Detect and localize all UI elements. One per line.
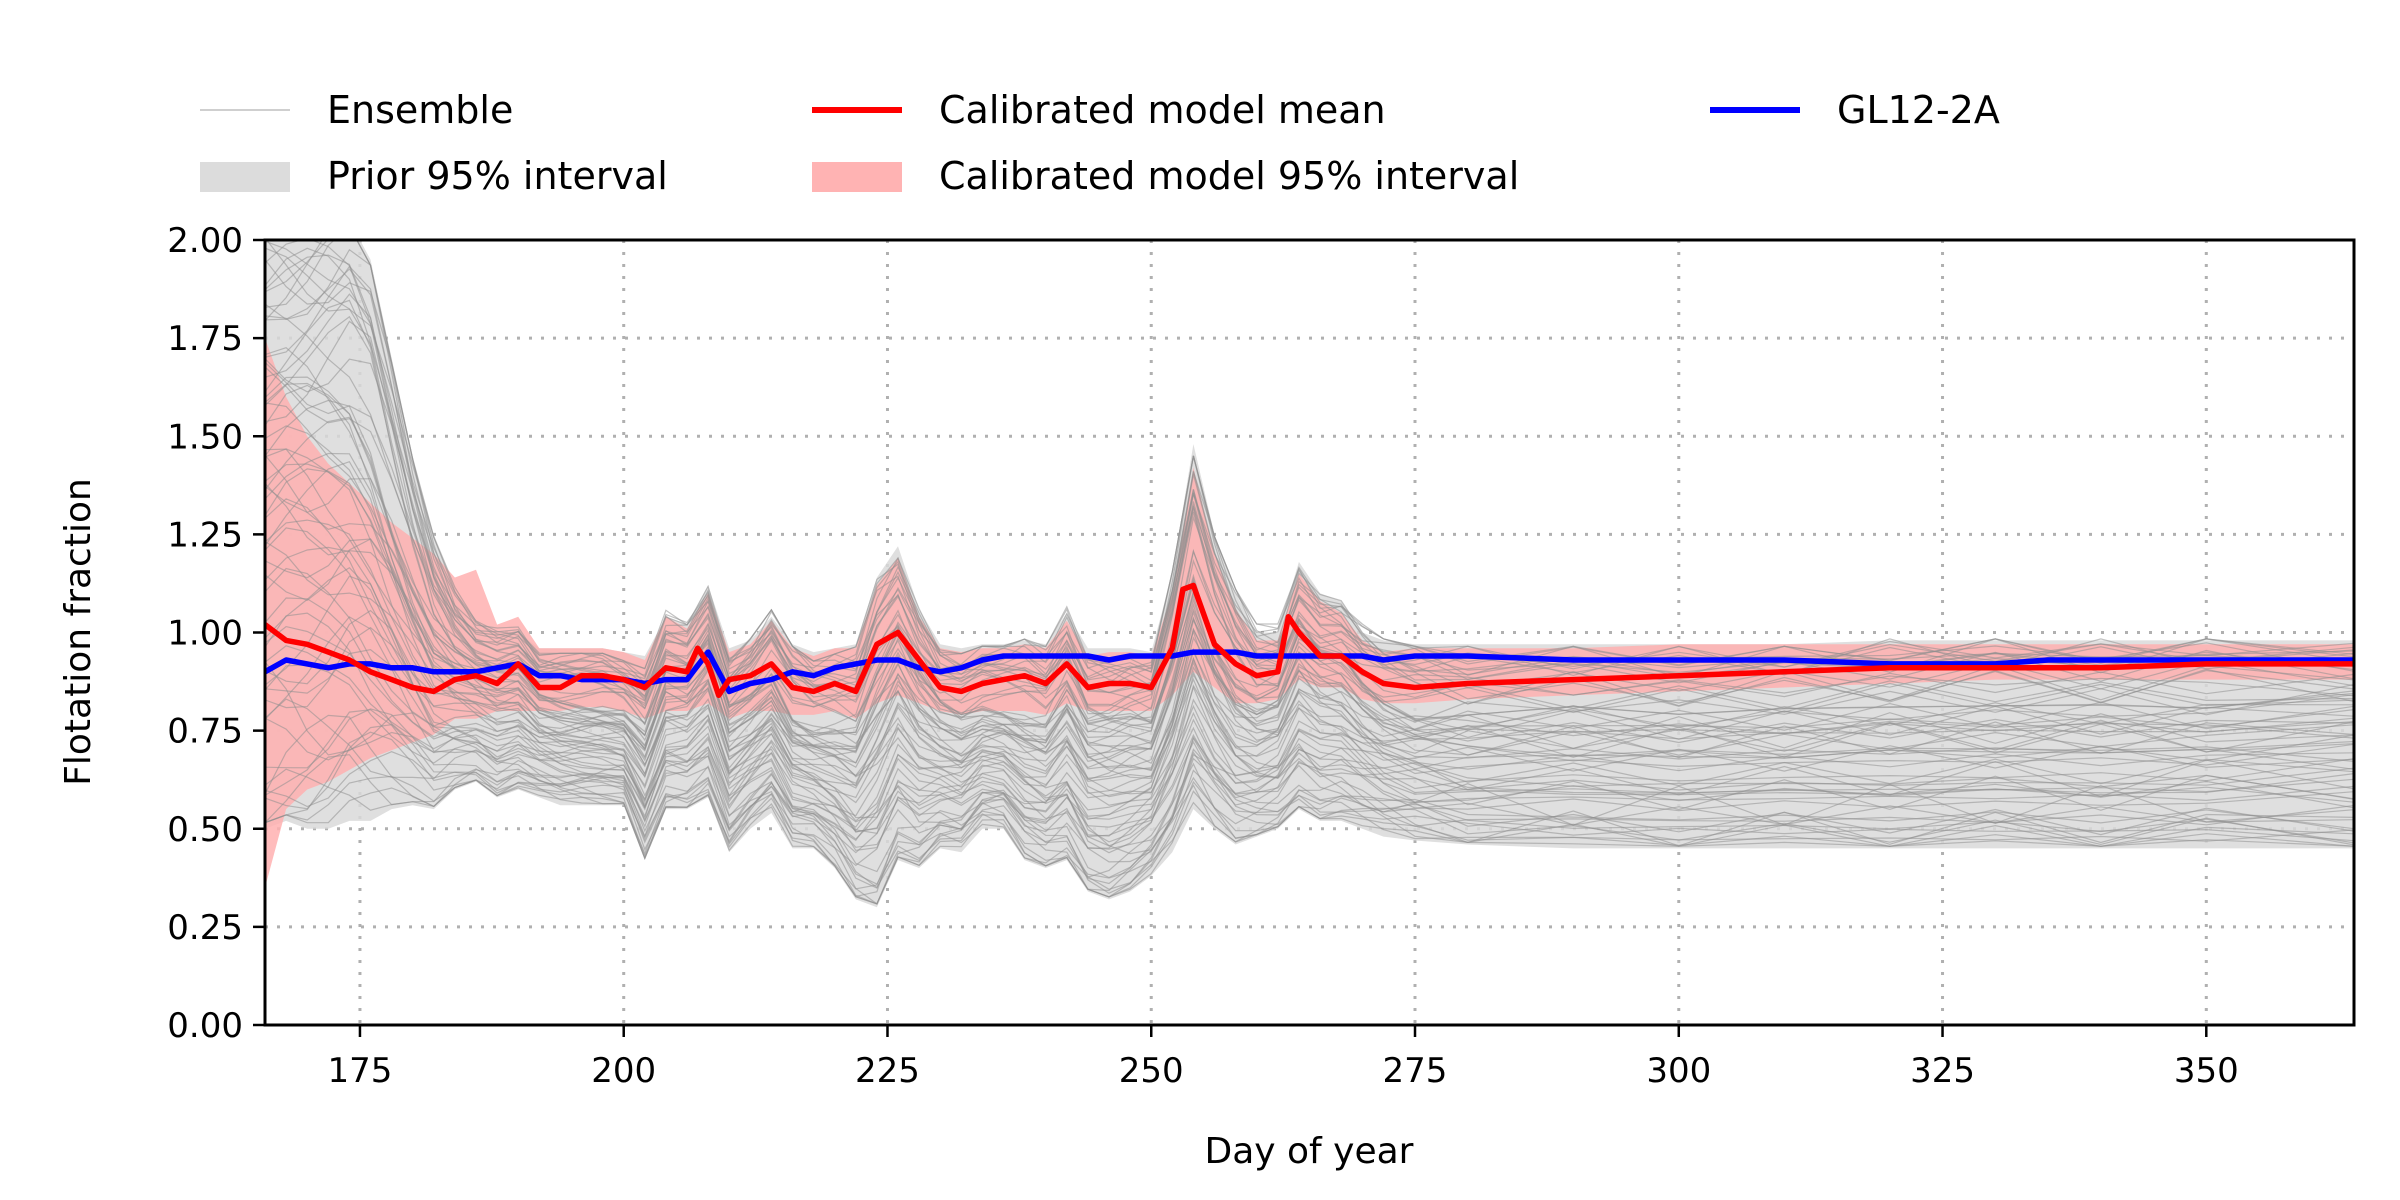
ensemble-lines [265, 240, 2354, 905]
legend: Ensemble Prior 95% interval Calibrated mod… [200, 88, 2000, 198]
ensemble-line [265, 248, 2354, 694]
x-tick-label: 275 [1383, 1051, 1448, 1091]
ensemble-line [265, 625, 2354, 832]
ensemble-line [265, 254, 2354, 697]
legend-item: Calibrated model 95% interval [812, 154, 1519, 198]
legend-item: Calibrated model mean [812, 88, 1386, 132]
ensemble-line [265, 575, 2354, 837]
x-tick-label: 300 [1646, 1051, 1711, 1091]
x-axis-label: Day of year [1205, 1131, 1414, 1172]
x-tick-label: 175 [328, 1051, 393, 1091]
x-tick-label: 200 [591, 1051, 656, 1091]
y-tick-label: 1.50 [167, 417, 243, 457]
ensemble-line [265, 609, 2354, 843]
ensemble-line [265, 648, 2354, 847]
gl12-2a-line [265, 649, 2354, 695]
legend-label: Prior 95% interval [327, 154, 668, 198]
legend-item: Ensemble [200, 88, 513, 132]
y-tick-label: 1.00 [167, 614, 243, 654]
ensemble-line [265, 768, 2354, 890]
legend-swatch [200, 162, 290, 192]
calibrated-mean-line [265, 582, 2354, 699]
ensemble-line [265, 616, 2354, 852]
ensemble-line [265, 538, 2354, 798]
ensemble-line [265, 240, 2354, 682]
axis-ticks: 175 200 225 250 275 300 325 350 0.00 0.25 0.50 0.75… [167, 221, 2238, 1091]
y-tick-label: 0.50 [167, 810, 243, 850]
ensemble-line [265, 540, 2354, 795]
ensemble-line [265, 527, 2354, 799]
ensemble-line [265, 361, 2354, 729]
series-lines [265, 582, 2354, 699]
ensemble-line [265, 567, 2354, 817]
ensemble-line [265, 751, 2354, 890]
ensemble-line [265, 612, 2354, 842]
y-tick-label: 1.75 [167, 319, 243, 359]
legend-item: Prior 95% interval [200, 154, 668, 198]
ensemble-line [265, 320, 2354, 734]
x-tick-label: 350 [2174, 1051, 2239, 1091]
legend-swatch [812, 162, 902, 192]
y-tick-label: 0.25 [167, 908, 243, 948]
ensemble-line [265, 366, 2354, 733]
ensemble-line [265, 468, 2354, 784]
y-tick-label: 0.75 [167, 712, 243, 752]
legend-item: GL12-2A [1710, 88, 2000, 132]
x-tick-label: 225 [855, 1051, 920, 1091]
legend-label: Calibrated model 95% interval [939, 154, 1519, 198]
legend-label: Ensemble [327, 88, 513, 132]
y-axis-label: Flotation fraction [58, 478, 99, 786]
y-tick-label: 0.00 [167, 1006, 243, 1046]
y-tick-label: 1.25 [167, 515, 243, 555]
legend-label: Calibrated model mean [939, 88, 1386, 132]
ensemble-line [265, 717, 2354, 863]
ensemble-line [265, 645, 2354, 840]
ensemble-line [265, 779, 2354, 905]
y-tick-label: 2.00 [167, 221, 243, 261]
x-tick-label: 325 [1910, 1051, 1975, 1091]
ensemble-line [265, 538, 2354, 806]
ensemble-line [265, 754, 2354, 905]
ensemble-line [265, 454, 2354, 770]
legend-label: GL12-2A [1837, 88, 2000, 132]
ensemble-line [265, 597, 2354, 828]
ensemble-line [265, 347, 2354, 732]
ensemble-line [265, 482, 2354, 780]
ensemble-line [265, 709, 2354, 889]
ensemble-line [265, 448, 2354, 765]
x-tick-label: 250 [1119, 1051, 1184, 1091]
